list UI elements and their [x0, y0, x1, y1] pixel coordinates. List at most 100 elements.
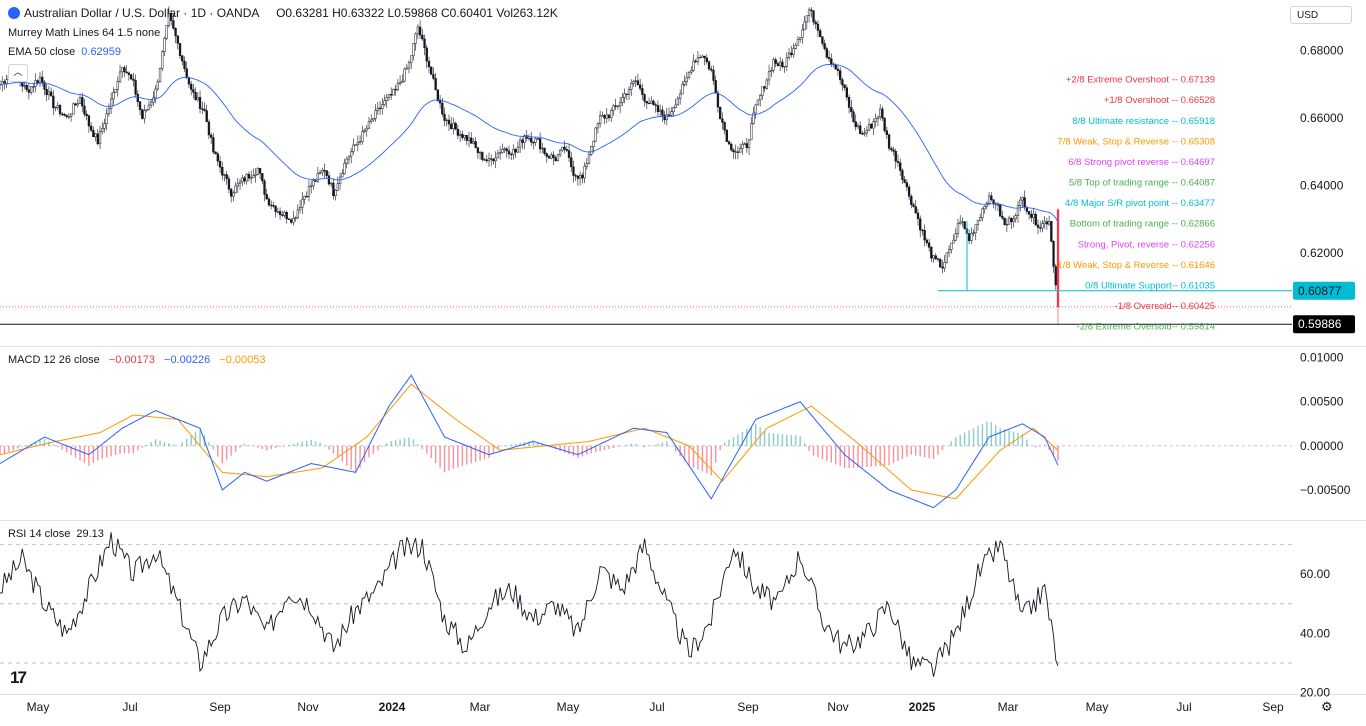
murrey-level-label: +1/8 Overshoot -- 0.66528: [1104, 95, 1215, 106]
macd-hist-bar: [461, 445, 464, 466]
candle-body: [290, 219, 293, 223]
candle-body: [576, 175, 580, 179]
macd-hist-bar: [212, 445, 215, 450]
candle-body: [625, 93, 628, 95]
time-axis-label: Jul: [1176, 700, 1191, 714]
macd-tick-label: 0.00000: [1300, 439, 1344, 453]
macd-hist-bar: [443, 445, 446, 473]
candle-body: [612, 105, 615, 111]
macd-hist-bar: [763, 430, 766, 446]
macd-legend[interactable]: MACD 12 26 close −0.00173 −0.00226 −0.00…: [8, 354, 265, 366]
candle-body: [158, 68, 162, 83]
candle-body: [930, 247, 933, 259]
candle-body: [396, 83, 400, 91]
candle-body: [881, 108, 884, 119]
candle-body: [483, 159, 486, 161]
price-tick-label: 0.62000: [1300, 246, 1344, 260]
candle-body: [472, 141, 475, 144]
tradingview-logo-icon[interactable]: 17: [10, 668, 27, 687]
candle-body: [501, 148, 504, 153]
candle-body: [794, 45, 797, 49]
macd-hist-bar: [132, 445, 135, 454]
candle-body: [879, 108, 882, 118]
candle-body: [816, 23, 820, 31]
time-axis-label: Jul: [122, 700, 137, 714]
macd-hist-bar: [159, 440, 161, 446]
candle-body: [72, 103, 75, 115]
candle-body: [243, 177, 246, 182]
ema-legend[interactable]: EMA 50 close 0.62959: [8, 46, 121, 58]
candle-body: [145, 109, 148, 111]
candle-body: [45, 89, 48, 96]
candle-body: [754, 104, 757, 114]
candle-body: [1047, 221, 1051, 225]
candle-body: [92, 130, 95, 138]
candle-body: [203, 108, 206, 111]
macd-hist-bar: [399, 439, 401, 446]
candle-body: [247, 174, 251, 179]
candle-body: [421, 34, 424, 40]
candle-body: [578, 174, 582, 179]
candle-body: [992, 199, 995, 204]
candle-body: [730, 143, 733, 151]
macd-hist-bar: [83, 445, 86, 464]
macd-hist-bar: [328, 445, 330, 450]
macd-hist-bar: [239, 445, 241, 448]
candle-body: [236, 183, 239, 187]
macd-hist-bar: [701, 445, 704, 472]
rsi-legend[interactable]: RSI 14 close 29.13: [8, 528, 104, 540]
candle-body: [101, 128, 104, 132]
macd-hist-bar: [963, 432, 966, 446]
macd-tick-label: −0.00500: [1300, 483, 1351, 497]
candle-body: [112, 92, 115, 100]
candle-body: [310, 185, 313, 187]
price-badge: [1293, 281, 1355, 300]
candle-body: [294, 217, 297, 219]
candle-body: [690, 70, 693, 73]
macd-hist-bar: [123, 445, 126, 454]
candle-body: [343, 163, 346, 174]
candle-body: [538, 138, 542, 150]
macd-hist-bar: [479, 445, 481, 461]
candle-body: [943, 262, 946, 269]
candle-body: [590, 146, 593, 155]
macd-hist-bar: [97, 445, 99, 461]
macd-hist-value: −0.00173: [108, 354, 155, 366]
candle-body: [552, 154, 555, 158]
murrey-level-label: +2/8 Extreme Overshoot -- 0.67139: [1066, 75, 1215, 86]
candle-body: [787, 52, 791, 58]
macd-hist-bar: [617, 445, 619, 447]
candle-body: [405, 67, 408, 70]
gear-icon[interactable]: ⚙: [1321, 699, 1333, 714]
collapse-legend-button[interactable]: ︿: [8, 64, 28, 82]
macd-hist-bar: [314, 441, 317, 446]
murrey-legend[interactable]: Murrey Math Lines 64 1.5 none: [8, 27, 161, 39]
macd-hist-bar: [43, 438, 46, 446]
candle-body: [365, 127, 368, 131]
candle-body: [945, 252, 949, 263]
candle-body: [774, 59, 777, 64]
candle-body: [723, 122, 726, 131]
macd-hist-bar: [790, 435, 792, 446]
candle-body: [1043, 221, 1046, 224]
currency-selector[interactable]: USD: [1290, 6, 1352, 24]
macd-hist-bar: [541, 443, 544, 446]
candle-body: [899, 162, 902, 171]
candle-body: [896, 161, 900, 163]
candle-body: [447, 119, 451, 125]
candle-body: [425, 47, 428, 62]
candle-body: [167, 13, 171, 26]
candle-body: [201, 108, 204, 110]
candle-body: [510, 153, 513, 156]
candle-body: [338, 176, 342, 184]
symbol-title[interactable]: Australian Dollar / U.S. Dollar · 1D · O…: [24, 6, 259, 20]
candle-body: [487, 158, 491, 162]
candle-body: [285, 212, 288, 220]
candle-body: [574, 175, 577, 177]
candle-body: [194, 92, 197, 101]
macd-hist-bar: [799, 435, 801, 446]
candle-body: [321, 170, 324, 173]
candle-body: [478, 152, 482, 154]
